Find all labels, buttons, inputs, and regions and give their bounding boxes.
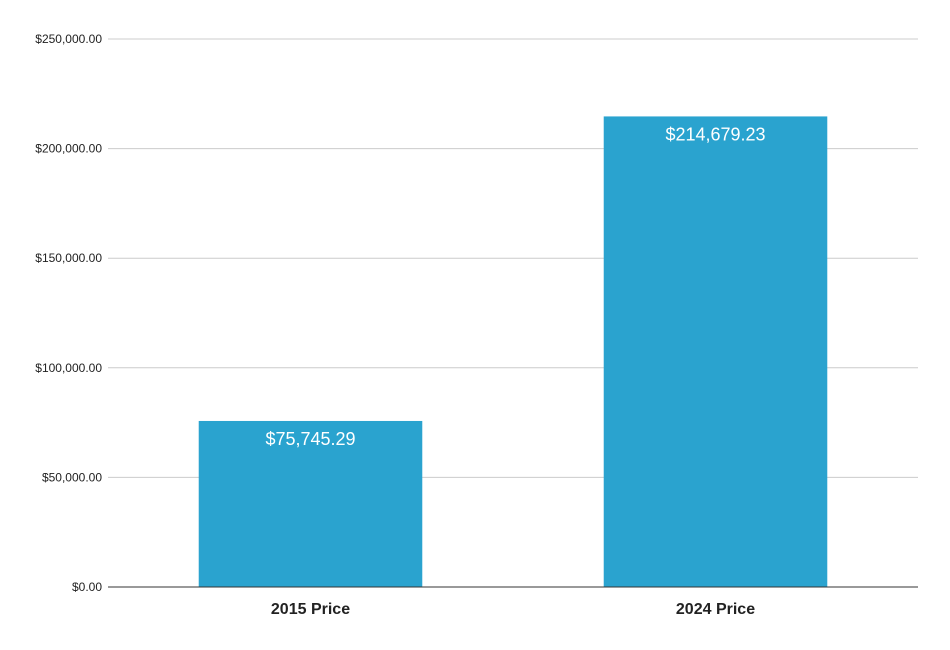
y-tick-label: $50,000.00 <box>42 470 102 484</box>
x-category-label: 2015 Price <box>271 601 350 618</box>
y-tick-label: $100,000.00 <box>35 361 102 375</box>
y-tick-label: $250,000.00 <box>35 32 102 46</box>
bar-value-label: $75,745.29 <box>265 429 355 449</box>
bars <box>198 116 828 587</box>
x-axis-category-labels: 2015 Price 2024 Price <box>271 601 755 618</box>
y-axis-tick-labels: $0.00 $50,000.00 $100,000.00 $150,000.00 $20… <box>35 32 102 594</box>
x-category-label: 2024 Price <box>676 601 755 618</box>
data-labels: $75,745.29 $214,679.23 <box>265 124 765 449</box>
bar-value-label: $214,679.23 <box>665 124 765 144</box>
y-tick-label: $150,000.00 <box>35 251 102 265</box>
y-tick-label: $200,000.00 <box>35 142 102 156</box>
y-tick-label: $0.00 <box>72 580 102 594</box>
bar-1 <box>198 420 423 587</box>
bar-2 <box>603 116 828 587</box>
